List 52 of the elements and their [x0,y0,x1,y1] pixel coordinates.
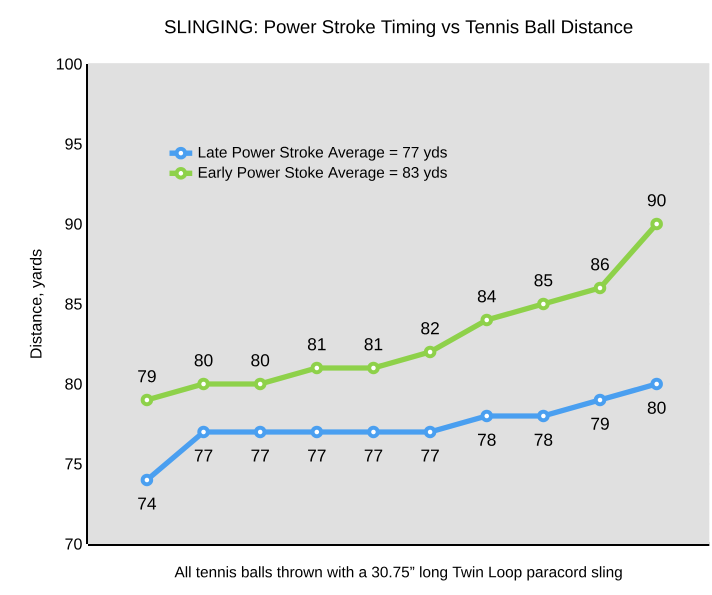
point [367,426,380,438]
point [424,426,436,438]
data-label: 77 [421,450,439,462]
y-tick-label: 95 [65,138,82,150]
data-label: 74 [138,498,156,510]
text: All tennis balls thrown with a 30.75” long Twin Loop paracord sling [174,566,622,581]
y-tick-label: 90 [65,218,82,230]
point [197,426,210,438]
point [480,410,494,422]
point [197,378,210,390]
data-label: 81 [308,338,326,351]
data-label: 80 [648,402,666,414]
y-tick-label: 85 [65,298,82,310]
legend-label: Late Power Stroke Average = 77 yds [198,146,447,161]
data-label: 86 [591,258,609,271]
point [140,394,154,406]
y-tick-label: 75 [65,458,82,470]
data-label: 78 [534,434,552,446]
point [310,362,324,374]
data-label: 79 [138,370,156,383]
data-label: 80 [251,354,270,367]
y-tick-label: 100 [56,58,82,70]
data-label: 82 [421,322,439,335]
point [594,282,606,294]
point [650,218,663,230]
data-label: 84 [478,290,496,303]
y-tick-label: 70 [65,538,82,550]
point [424,346,436,358]
data-label: 79 [591,418,609,430]
point [537,410,550,422]
legend-label: Early Power Stoke Average = 83 yds [198,166,447,182]
point [254,426,266,438]
point [310,426,324,438]
y-axis-title: Distance, yards [30,250,45,358]
point [537,298,550,310]
point [594,394,606,406]
data-label: 78 [478,434,496,446]
point [140,474,154,486]
data-label: 77 [194,450,212,462]
data-label: 90 [648,194,666,207]
data-label: 85 [534,274,552,287]
data-label: 80 [194,354,213,367]
data-label: 77 [308,450,326,462]
chart-title: SLINGING: Power Stroke Timing vs Tennis Ball Distance [164,20,632,38]
data-label: 77 [364,450,382,462]
point [254,378,266,390]
point [480,314,494,326]
point [367,362,380,374]
point [650,378,663,390]
y-tick-label: 80 [65,378,82,390]
data-label: 81 [364,338,382,351]
data-label: 77 [251,450,269,462]
